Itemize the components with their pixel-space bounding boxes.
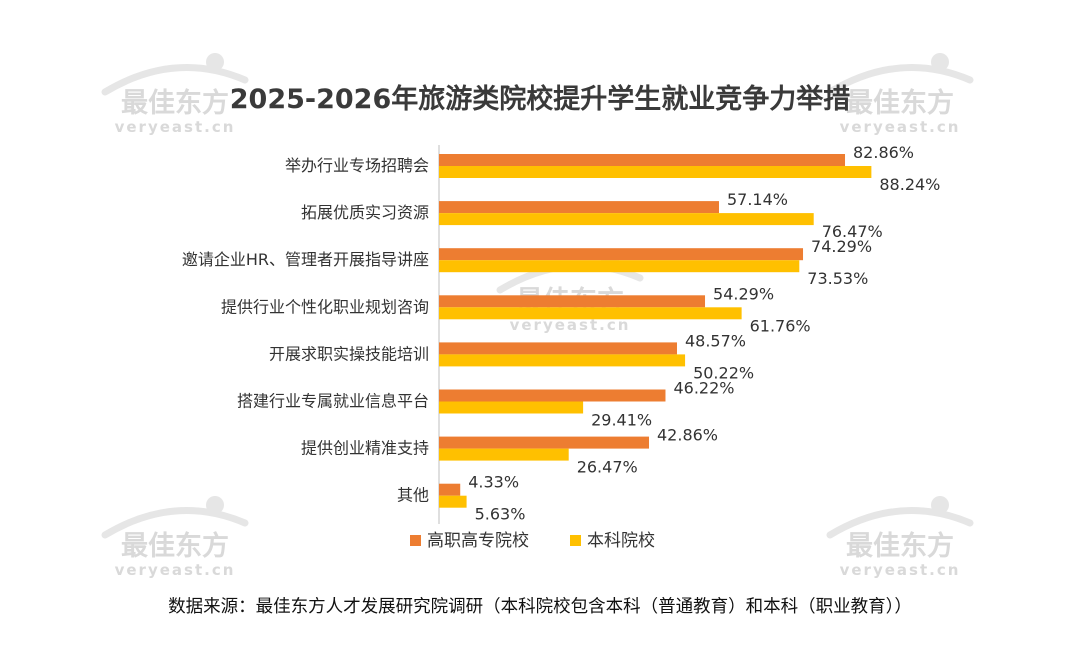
legend-item: 高职高专院校 [410,531,529,551]
value-label-vocational: 48.57% [685,331,746,350]
value-label-vocational: 57.14% [727,190,788,209]
value-label-undergraduate: 26.47% [577,458,638,477]
watermark-en: veryeast.cn [115,561,236,579]
watermark-swoosh [101,507,249,539]
category-label: 搭建行业专属就业信息平台 [237,392,429,411]
bar-vocational [439,154,846,166]
watermark-dot [931,53,949,71]
category-label: 提供创业精准支持 [301,439,429,458]
category-label: 其他 [397,486,429,505]
category-labels: 举办行业专场招聘会拓展优质实习资源邀请企业HR、管理者开展指导讲座提供行业个性化… [182,156,429,505]
category-label: 邀请企业HR、管理者开展指导讲座 [182,250,429,269]
bar-undergraduate [439,448,569,461]
bar-undergraduate [439,307,742,320]
value-label-vocational: 42.86% [657,426,718,445]
bar-undergraduate [439,213,814,226]
bar-undergraduate [439,166,872,178]
bar-vocational [439,436,650,449]
bar-undergraduate [439,401,584,414]
bar-undergraduate [439,495,467,508]
bar-vocational [439,248,804,261]
value-label-vocational: 82.86% [853,143,914,162]
legend: 高职高专院校 本科院校 [410,531,655,551]
source-note: 数据来源：最佳东方人才发展研究院调研（本科院校包含本科（普通教育）和本科（职业教… [168,597,912,617]
legend-label: 高职高专院校 [427,531,529,551]
watermark-swoosh [826,64,974,96]
category-label: 提供行业个性化职业规划咨询 [221,297,429,316]
watermark-en: veryeast.cn [510,316,631,334]
watermarks: 最佳东方veryeast.cn最佳东方veryeast.cn最佳东方veryea… [101,53,974,579]
bar-vocational [439,483,461,496]
value-label-vocational: 54.29% [713,284,774,303]
category-label: 拓展优质实习资源 [301,203,429,222]
watermark-swoosh [101,64,249,96]
value-label-undergraduate: 88.24% [879,175,940,194]
legend-item: 本科院校 [570,531,655,551]
watermark-en: veryeast.cn [115,118,236,136]
value-label-undergraduate: 29.41% [591,411,652,430]
watermark-cn: 最佳东方 [121,87,229,119]
watermark-dot [206,53,224,71]
category-label: 举办行业专场招聘会 [285,156,429,175]
watermark-en: veryeast.cn [840,561,961,579]
value-labels: 82.86% 88.24% 57.14% 76.47%74.29% 73.53% 54.2… [468,143,940,524]
watermark-swoosh [826,507,974,539]
legend-swatch [570,535,581,546]
watermark-dot [931,496,949,514]
watermark-en: veryeast.cn [840,118,961,136]
value-label-undergraduate: 61.76% [750,316,811,335]
value-label-undergraduate: 5.63% [475,505,526,524]
value-label-undergraduate: 73.53% [807,269,868,288]
bar-vocational [439,342,677,355]
value-label-undergraduate: 76.47% [822,222,883,241]
bars [439,154,872,508]
legend-swatch [410,535,421,546]
bar-undergraduate [439,260,800,273]
bar-vocational [439,389,666,402]
watermark-cn: 最佳东方 [846,87,954,119]
value-label-vocational: 46.22% [673,379,734,398]
bar-vocational [439,201,719,214]
bar-vocational [439,295,706,308]
chart-title: 2025-2026年旅游类院校提升学生就业竞争力举措 [230,83,851,115]
category-label: 开展求职实操技能培训 [269,344,429,363]
value-label-vocational: 4.33% [468,473,519,492]
value-label-undergraduate: 50.22% [693,363,754,382]
watermark-dot [206,496,224,514]
legend-label: 本科院校 [587,531,655,551]
value-label-vocational: 74.29% [811,237,872,256]
watermark-cn: 最佳东方 [121,530,229,562]
watermark-cn: 最佳东方 [846,530,954,562]
bar-undergraduate [439,354,686,367]
